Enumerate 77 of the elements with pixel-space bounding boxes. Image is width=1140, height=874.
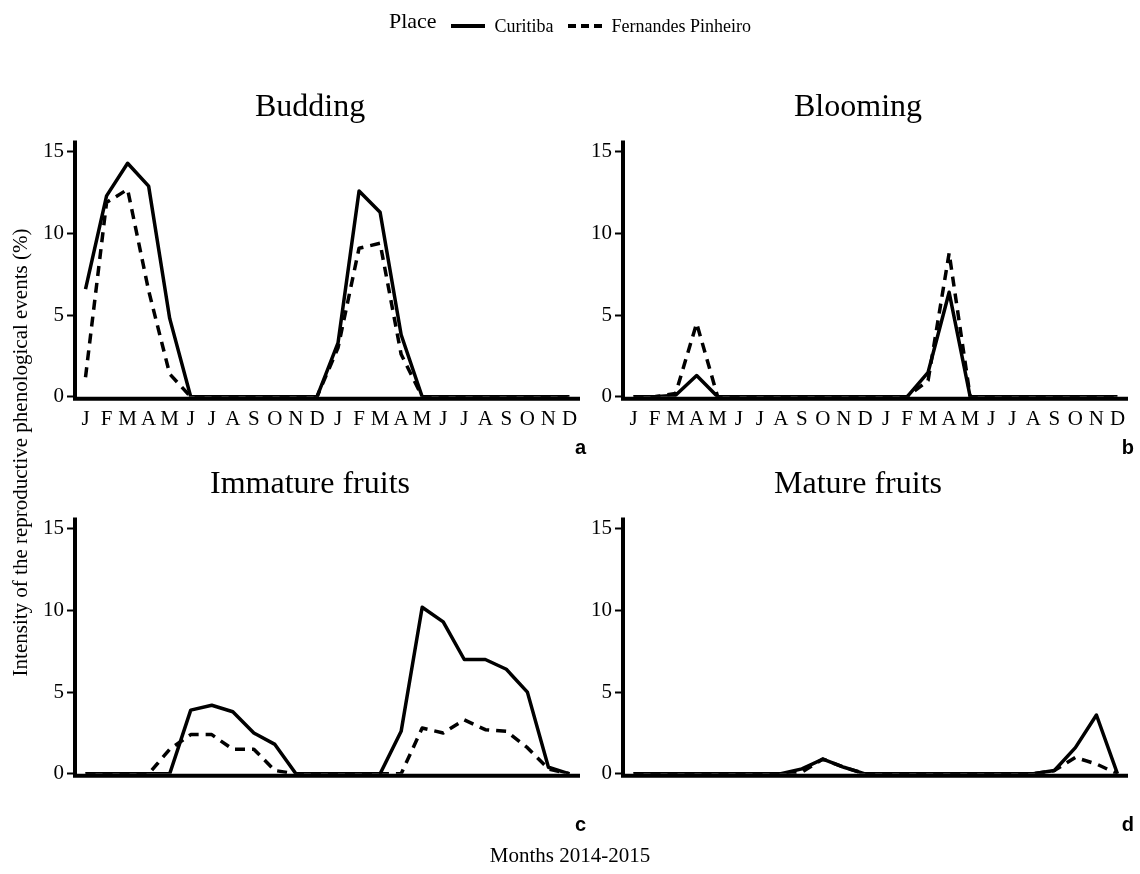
x-tick-label: S (500, 405, 513, 430)
x-axis-title: Months 2014-2015 (488, 843, 652, 868)
x-tick-label: S (796, 405, 808, 430)
y-tick-label: 15 (591, 138, 612, 163)
x-tick-label: J (186, 405, 195, 430)
x-tick-label: A (773, 405, 790, 430)
x-tick-label: J (881, 405, 891, 430)
y-tick-label: 10 (591, 597, 612, 621)
x-tick-label: M (412, 405, 432, 430)
y-tick-label: 5 (53, 678, 64, 703)
y-tick-label: 10 (591, 220, 612, 244)
x-tick-label: N (288, 405, 304, 430)
x-tick-label: O (519, 405, 535, 430)
chart-title: Mature fruits (774, 463, 942, 500)
x-tick-label: S (1048, 405, 1061, 430)
x-tick-label: J (734, 405, 743, 430)
x-tick-label: M (960, 405, 980, 430)
x-tick-label: F (648, 405, 661, 430)
x-tick-label: D (1109, 405, 1126, 430)
text: a (574, 435, 587, 458)
x-tick-label: J (1008, 405, 1017, 430)
x-tick-label: J (81, 405, 90, 430)
text: b (1121, 435, 1134, 458)
x-tick-label: N (836, 405, 852, 430)
x-tick-label: M (118, 405, 138, 430)
y-tick-label: 0 (53, 760, 64, 785)
x-tick-label: M (666, 405, 686, 430)
legend-title: Place (388, 8, 437, 33)
x-tick-label: D (561, 405, 578, 430)
y-tick-label: 10 (43, 597, 64, 621)
x-tick-label: D (857, 405, 873, 430)
y-axis-title: Intensity of the reproductive phenological events (%) (7, 227, 33, 679)
x-tick-label: A (477, 405, 494, 430)
x-tick-label: F (100, 405, 113, 430)
text: c (574, 812, 586, 835)
x-tick-label: D (309, 405, 325, 430)
x-tick-label: M (708, 405, 728, 430)
x-tick-label: J (460, 405, 469, 430)
y-tick-label: 0 (601, 760, 612, 785)
text: d (1121, 812, 1134, 835)
y-tick-label: 10 (43, 220, 64, 244)
x-tick-label: M (918, 405, 938, 430)
x-tick-label: S (248, 405, 260, 430)
x-tick-label: A (393, 405, 410, 430)
legend-label: Fernandes Pinheiro (611, 15, 752, 37)
x-tick-label: J (755, 405, 764, 430)
x-tick-label: J (207, 405, 216, 430)
x-tick-label: O (1067, 405, 1083, 430)
y-tick-label: 0 (53, 383, 64, 408)
x-tick-label: A (1025, 405, 1042, 430)
chart-title: Blooming (793, 86, 923, 123)
x-tick-label: A (225, 405, 242, 430)
y-tick-label: 0 (601, 383, 612, 408)
y-tick-label: 5 (601, 678, 612, 703)
y-tick-label: 15 (591, 515, 612, 540)
x-tick-label: J (987, 405, 996, 430)
x-tick-label: M (370, 405, 390, 430)
x-tick-label: J (629, 405, 638, 430)
x-tick-label: M (160, 405, 180, 430)
x-tick-label: A (141, 405, 158, 430)
x-tick-label: O (815, 405, 831, 430)
x-tick-label: F (901, 405, 913, 430)
x-tick-label: A (689, 405, 706, 430)
x-tick-label: N (540, 405, 557, 430)
x-tick-label: J (439, 405, 448, 430)
y-tick-label: 5 (601, 301, 612, 326)
y-tick-label: 15 (43, 138, 64, 163)
y-tick-label: 5 (53, 301, 64, 326)
chart-title: Immature fruits (210, 463, 410, 500)
legend-label: Curitiba (494, 15, 554, 37)
x-tick-label: O (267, 405, 283, 430)
chart-title: Budding (254, 86, 366, 123)
y-tick-label: 15 (43, 515, 64, 540)
x-tick-label: F (353, 405, 365, 430)
x-tick-label: A (941, 405, 958, 430)
x-tick-label: N (1088, 405, 1105, 430)
x-tick-label: J (333, 405, 343, 430)
